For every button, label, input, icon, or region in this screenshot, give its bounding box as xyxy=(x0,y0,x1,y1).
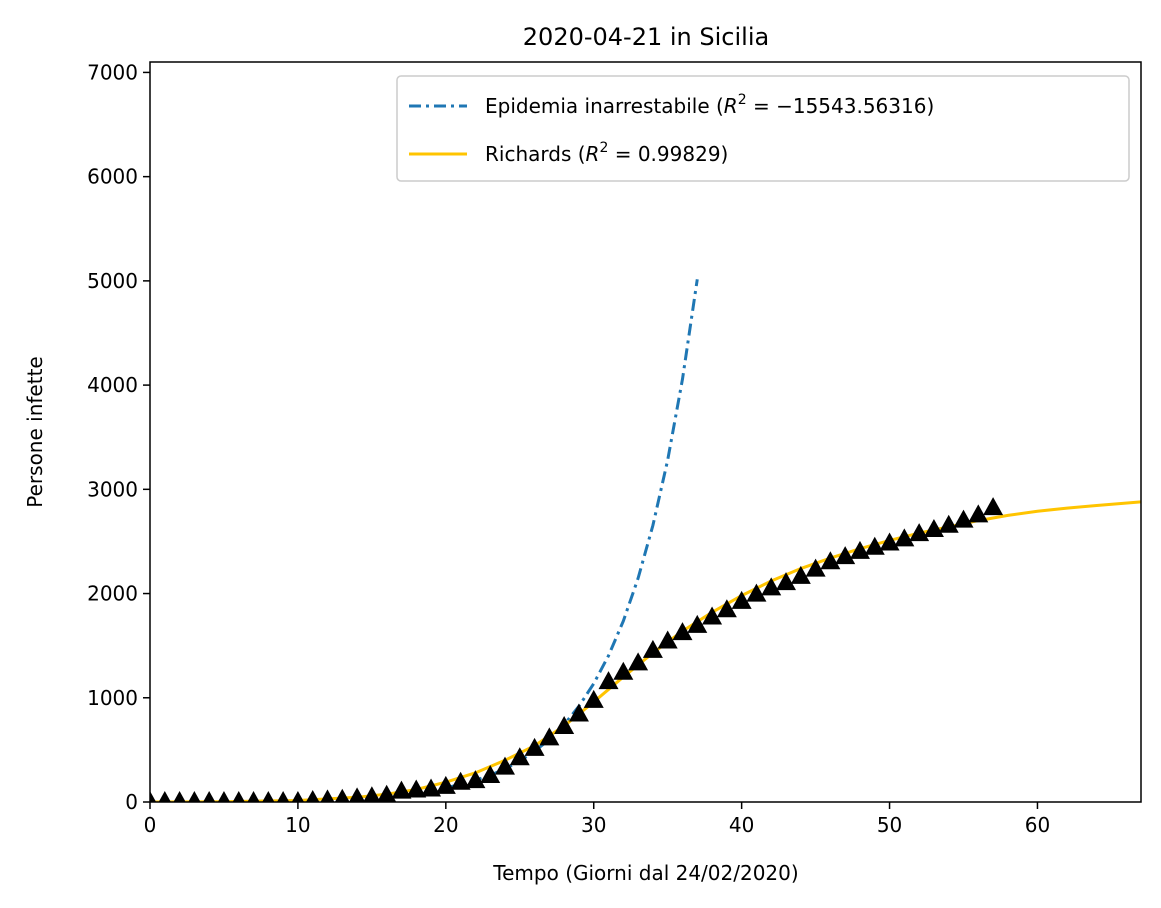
x-tick-label: 60 xyxy=(1025,813,1050,837)
data-point-marker xyxy=(334,788,350,802)
data-point-marker xyxy=(158,791,171,802)
plot-area: 0 10 20 30 40 50 60 0 1000 2000 3000 4000 5000 6000 70… xyxy=(87,60,1142,837)
data-point-marker xyxy=(494,756,515,775)
data-point-marker xyxy=(465,770,486,789)
x-tick-label: 30 xyxy=(581,813,606,837)
data-point-marker xyxy=(277,791,290,802)
data-point-marker xyxy=(247,791,260,802)
data-point-marker xyxy=(554,715,575,734)
data-point-marker xyxy=(598,671,619,690)
data-point-marker xyxy=(450,771,471,790)
y-tick-label: 2000 xyxy=(87,582,138,606)
data-point-marker xyxy=(509,747,530,766)
legend-label: Richards (R2 = 0.99829) xyxy=(485,140,728,166)
data-point-marker xyxy=(188,791,201,802)
data-point-marker xyxy=(805,558,826,577)
x-tick-label: 0 xyxy=(144,813,157,837)
data-point-marker xyxy=(539,727,560,746)
series-group xyxy=(150,279,1141,802)
data-point-marker xyxy=(232,791,245,802)
data-point-marker xyxy=(524,737,545,756)
x-tick-label: 20 xyxy=(433,813,458,837)
data-point-marker xyxy=(217,791,231,802)
y-tick-label: 3000 xyxy=(87,477,138,501)
data-point-marker xyxy=(613,661,634,680)
data-point-marker xyxy=(406,779,427,798)
data-point-marker xyxy=(262,791,275,802)
data-point-marker xyxy=(583,689,604,708)
data-point-marker xyxy=(320,789,335,802)
legend: Epidemia inarrestabile (R2 = −15543.5631… xyxy=(396,75,1130,182)
data-point-marker xyxy=(628,652,649,671)
data-point-marker xyxy=(761,577,782,596)
x-tick-label: 10 xyxy=(285,813,310,837)
data-point-marker xyxy=(363,786,381,802)
y-axis-label: Persone infette xyxy=(23,356,47,507)
data-point-marker xyxy=(150,791,157,802)
x-tick-label: 50 xyxy=(877,813,902,837)
data-point-marker xyxy=(672,622,693,641)
data-point-marker xyxy=(173,791,186,802)
data-point-marker xyxy=(657,630,678,649)
y-tick-label: 1000 xyxy=(87,686,138,710)
chart-title: 2020-04-21 in Sicilia xyxy=(523,23,769,51)
data-point-marker xyxy=(687,614,708,633)
x-axis-label: Tempo (Giorni dal 24/02/2020) xyxy=(492,861,798,885)
data-point-marker xyxy=(480,764,501,783)
y-tick-label: 4000 xyxy=(87,373,138,397)
data-point-marker xyxy=(820,551,841,570)
data-point-marker xyxy=(291,791,305,802)
data-point-marker xyxy=(702,606,723,625)
y-tick-label: 0 xyxy=(125,790,138,814)
data-point-marker xyxy=(203,791,216,802)
data-point-marker xyxy=(790,565,811,584)
legend-box xyxy=(396,75,1130,182)
data-point-marker xyxy=(348,787,366,802)
y-tick-label: 6000 xyxy=(87,165,138,189)
data-point-marker xyxy=(306,789,320,802)
legend-label: Epidemia inarrestabile (R2 = −15543.5631… xyxy=(485,92,934,118)
data-point-marker xyxy=(968,504,989,523)
data-point-marker xyxy=(983,497,1004,516)
data-point-marker xyxy=(391,780,412,799)
y-tick-label: 7000 xyxy=(87,60,138,84)
data-point-marker xyxy=(642,639,663,658)
data-point-marker xyxy=(731,590,752,609)
data-point-marker xyxy=(716,599,737,618)
data-point-marker xyxy=(776,572,797,591)
data-point-marker xyxy=(938,514,959,533)
data-point-marker xyxy=(835,546,856,565)
data-point-marker xyxy=(953,509,974,528)
data-point-marker xyxy=(421,778,442,797)
data-point-marker xyxy=(377,784,397,802)
y-tick-label: 5000 xyxy=(87,269,138,293)
data-point-marker xyxy=(746,583,767,602)
data-point-marker xyxy=(894,528,915,547)
x-tick-label: 40 xyxy=(729,813,754,837)
data-point-marker xyxy=(568,703,589,722)
axes-frame xyxy=(149,61,1142,803)
